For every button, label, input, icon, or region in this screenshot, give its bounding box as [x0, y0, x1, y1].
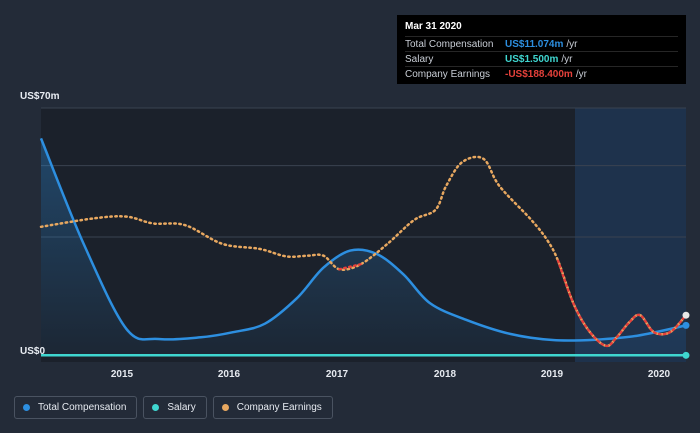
tooltip-row-earnings: Company Earnings -US$188.400m /yr	[405, 66, 678, 81]
earnings-negative-segment	[338, 262, 363, 271]
series-end-point	[682, 321, 690, 329]
legend-item-total-compensation[interactable]: Total Compensation	[14, 396, 138, 419]
highlight-band	[575, 108, 686, 362]
tooltip-row-salary: Salary US$1.500m /yr	[405, 51, 678, 66]
tooltip-label: Company Earnings	[405, 68, 491, 80]
x-tick-label: 2016	[218, 369, 241, 380]
legend-label: Company Earnings	[236, 402, 322, 413]
x-tick-label: 2019	[541, 369, 564, 380]
y-axis-top-label: US$70m	[20, 91, 60, 102]
tooltip-label: Total Compensation	[405, 38, 494, 50]
legend-item-salary[interactable]: Salary	[143, 396, 207, 419]
tooltip-label: Salary	[405, 53, 434, 65]
series-end-point	[682, 311, 690, 319]
tooltip-unit: /yr	[566, 38, 578, 50]
x-tick-label: 2015	[111, 369, 134, 380]
x-tick-label: 2018	[434, 369, 457, 380]
legend-item-company-earnings[interactable]: Company Earnings	[212, 396, 333, 419]
tooltip-unit: /yr	[575, 68, 587, 80]
total-compensation-area	[41, 138, 686, 356]
legend-dot-icon	[23, 404, 30, 411]
tooltip-value: US$11.074m	[505, 38, 564, 50]
y-axis-bottom-label: US$0	[20, 346, 45, 357]
tooltip-value: US$1.500m	[505, 53, 559, 65]
legend-dot-icon	[152, 404, 160, 411]
legend-label: Total Compensation	[38, 402, 127, 413]
tooltip-value: -US$188.400m	[505, 68, 573, 80]
tooltip-row-total-comp: Total Compensation US$11.074m /yr	[405, 36, 678, 51]
x-tick-label: 2017	[326, 369, 349, 380]
tooltip-date: Mar 31 2020	[405, 21, 462, 32]
legend-label: Salary	[167, 402, 196, 413]
series-line-total-compensation	[39, 137, 687, 342]
legend-dot-icon	[221, 404, 229, 411]
earnings-negative-segment	[556, 259, 688, 348]
tooltip: Mar 31 2020 Total Compensation US$11.074…	[397, 15, 686, 84]
tooltip-unit: /yr	[561, 53, 573, 65]
x-tick-label: 2020	[648, 369, 671, 380]
series-end-point	[682, 351, 690, 359]
legend: Total Compensation Salary Company Earnin…	[14, 396, 333, 419]
